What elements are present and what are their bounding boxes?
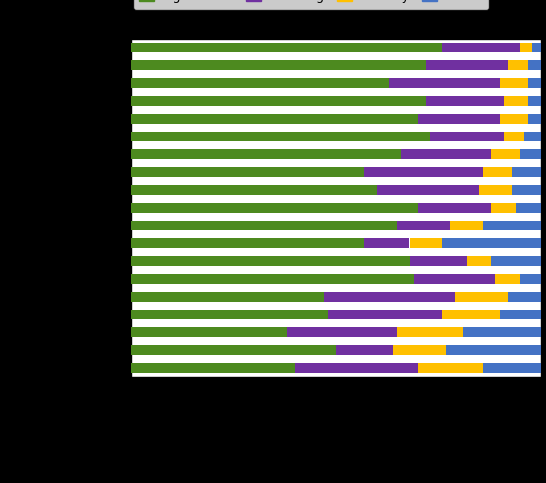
Legend: Agriculture, Dwelling, Holiday, Other: Agriculture, Dwelling, Holiday, Other (133, 0, 489, 10)
Bar (529, 114, 541, 124)
Bar (397, 327, 463, 337)
Bar (287, 327, 397, 337)
Bar (393, 345, 447, 355)
Bar (491, 203, 516, 213)
Bar (491, 149, 520, 159)
Bar (463, 327, 541, 337)
Bar (377, 185, 479, 195)
Bar (131, 149, 401, 159)
Bar (131, 114, 418, 124)
Bar (389, 78, 500, 88)
Bar (454, 292, 508, 301)
Bar (503, 131, 524, 142)
Bar (529, 96, 541, 106)
Bar (483, 363, 541, 373)
Bar (520, 274, 541, 284)
Bar (131, 203, 418, 213)
Bar (430, 131, 503, 142)
Bar (131, 221, 397, 230)
Bar (418, 114, 500, 124)
Bar (418, 203, 491, 213)
Bar (397, 221, 450, 230)
Bar (328, 310, 442, 319)
Bar (442, 239, 541, 248)
Bar (364, 239, 410, 248)
Bar (131, 96, 426, 106)
Bar (410, 256, 467, 266)
Bar (401, 149, 491, 159)
Bar (500, 114, 528, 124)
Bar (131, 310, 328, 319)
Bar (520, 43, 532, 53)
Bar (447, 345, 541, 355)
Bar (323, 292, 454, 301)
Bar (131, 131, 430, 142)
Bar (131, 239, 364, 248)
Bar (131, 43, 442, 53)
Bar (131, 274, 414, 284)
Bar (496, 274, 520, 284)
Bar (483, 167, 512, 177)
Bar (414, 274, 496, 284)
Bar (500, 78, 528, 88)
Bar (131, 167, 364, 177)
Bar (503, 96, 529, 106)
Bar (131, 363, 295, 373)
Bar (131, 60, 426, 70)
Bar (491, 256, 541, 266)
Bar (410, 239, 442, 248)
Bar (131, 292, 323, 301)
Bar (418, 363, 483, 373)
Bar (295, 363, 418, 373)
Bar (512, 185, 541, 195)
Bar (131, 78, 389, 88)
Bar (512, 167, 541, 177)
Bar (508, 292, 541, 301)
Bar (483, 221, 541, 230)
Bar (532, 43, 541, 53)
Bar (500, 310, 541, 319)
Bar (529, 60, 541, 70)
Bar (426, 96, 503, 106)
Bar (442, 43, 520, 53)
Bar (524, 131, 541, 142)
Bar (336, 345, 393, 355)
Bar (131, 256, 410, 266)
Bar (364, 167, 483, 177)
Bar (520, 149, 541, 159)
Bar (450, 221, 483, 230)
Bar (467, 256, 491, 266)
Bar (131, 327, 287, 337)
Bar (442, 310, 500, 319)
Bar (131, 185, 377, 195)
Bar (131, 345, 336, 355)
Bar (479, 185, 512, 195)
Bar (508, 60, 529, 70)
Bar (426, 60, 508, 70)
Bar (529, 78, 541, 88)
Bar (516, 203, 541, 213)
